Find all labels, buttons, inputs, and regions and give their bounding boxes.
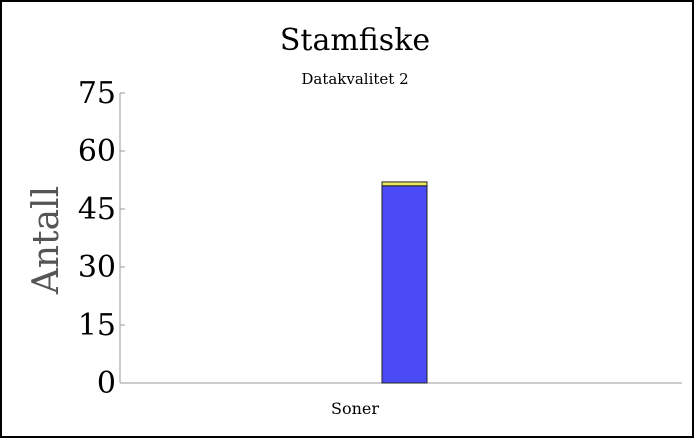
- chart-subtitle: Datakvalitet 2: [301, 70, 408, 88]
- y-axis-label: Antall: [26, 186, 67, 295]
- chart-title: Stamfiske: [280, 23, 430, 58]
- y-tick-label: 75: [78, 76, 116, 111]
- bar-group: [381, 181, 428, 384]
- y-tick-label: 15: [78, 308, 116, 343]
- y-tick-label: 30: [78, 250, 116, 285]
- y-axis-ticks: 0 15 30 45 60 75: [78, 76, 125, 401]
- bar-segment-series-0: [381, 185, 428, 384]
- y-tick-label: 45: [78, 192, 116, 227]
- bar-segment-series-1: [381, 181, 428, 187]
- y-tick-label: 60: [78, 134, 116, 169]
- x-axis-label: Soner: [331, 399, 379, 418]
- y-tick-label: 0: [97, 366, 116, 401]
